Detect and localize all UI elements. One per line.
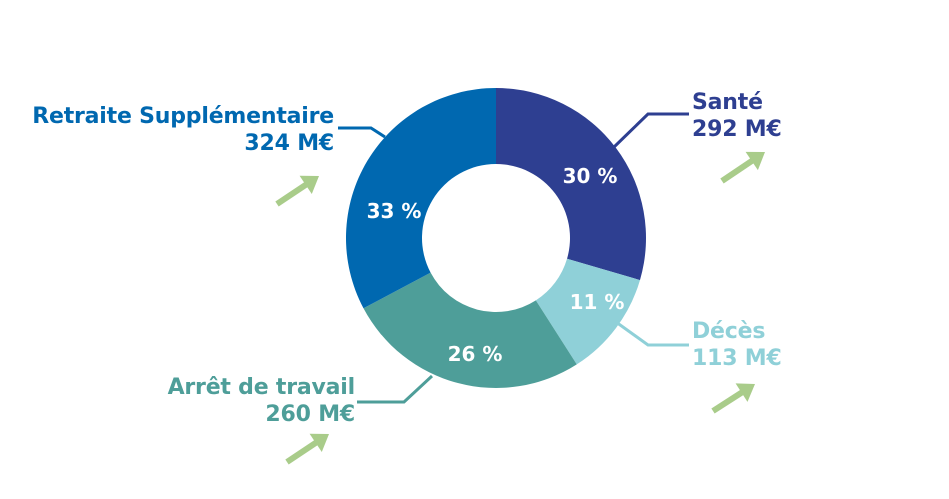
amount-deces: 113 M€ (692, 346, 782, 371)
slice-sante (496, 88, 646, 281)
category-name-deces: Décès (692, 319, 766, 344)
percent-label-deces: 11 % (570, 290, 625, 314)
leader-line-retraite (338, 126, 386, 139)
growth-arrow-icon (720, 151, 765, 184)
category-name-arret: Arrêt de travail (167, 375, 356, 400)
percent-label-sante: 30 % (563, 164, 618, 188)
donut-slices (345, 88, 646, 388)
percent-label-arret: 26 % (448, 342, 503, 366)
growth-arrow-icon (285, 433, 329, 465)
slice-retraite (345, 88, 496, 309)
growth-arrow-icon (275, 175, 319, 207)
leader-line-arret (357, 374, 434, 404)
percent-label-retraite: 33 % (367, 199, 422, 223)
amount-retraite: 324 M€ (244, 131, 334, 156)
leader-lines (338, 112, 689, 404)
leader-line-deces (615, 320, 689, 347)
amount-arret: 260 M€ (265, 402, 355, 427)
amount-sante: 292 M€ (692, 117, 782, 142)
label-retraite: Retraite Supplémentaire 324 M€ (32, 103, 334, 157)
label-arret: Arrêt de travail 260 M€ (167, 374, 356, 428)
category-name-sante: Santé (692, 90, 763, 115)
leader-line-sante (610, 112, 689, 151)
slice-arret (363, 272, 577, 388)
percent-labels: 30 % 11 % 26 % 33 % (367, 164, 625, 366)
growth-arrow-icon (711, 383, 755, 414)
label-deces: Décès 113 M€ (692, 318, 782, 372)
growth-arrows (275, 151, 765, 465)
slice-deces (535, 258, 640, 365)
category-name-retraite: Retraite Supplémentaire (32, 104, 334, 129)
label-sante: Santé 292 M€ (692, 89, 782, 143)
